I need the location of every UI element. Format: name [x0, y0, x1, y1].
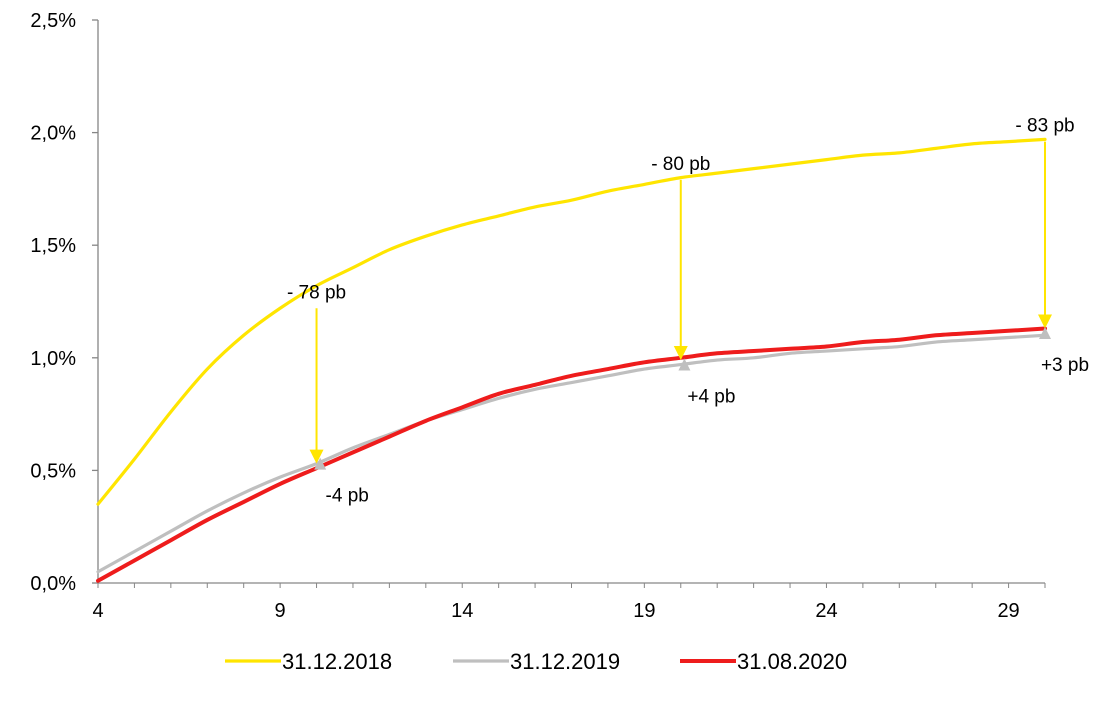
legend: 31.12.2018 31.12.2019 31.08.2020	[225, 649, 847, 674]
spread-marker	[1039, 327, 1051, 340]
series-line-31.08.2020	[96, 326, 1047, 583]
change-label: - 80 pb	[651, 154, 710, 175]
spread-label: -4 pb	[326, 486, 369, 507]
drop-arrow-head	[1038, 314, 1052, 329]
y-tick-label: 1,0%	[30, 348, 76, 370]
spread-marker	[314, 457, 327, 470]
annotation-layer: - 78 pb - 80 pb - 83 pb -4 pb +4 pb +3 pb	[287, 116, 1089, 507]
legend-label: 31.12.2018	[282, 649, 392, 674]
y-tick-label: 2,5%	[30, 10, 76, 32]
x-axis: 4 9 14 19 24 29	[92, 582, 1046, 622]
y-tick-label: 1,5%	[30, 235, 76, 257]
spread-marker	[678, 358, 691, 371]
x-tick-label: 4	[92, 600, 103, 622]
spread-label: +4 pb	[687, 387, 735, 408]
x-tick-label: 14	[451, 600, 473, 622]
y-tick-label: 2,0%	[30, 123, 76, 145]
x-tick-label: 24	[815, 600, 837, 622]
x-tick-label: 29	[997, 600, 1019, 622]
drop-arrow-head	[309, 449, 324, 464]
y-axis: 0,0% 0,5% 1,0% 1,5% 2,0% 2,5%	[30, 10, 99, 595]
x-tick-label: 19	[633, 600, 655, 622]
drop-arrow-head	[673, 346, 688, 361]
y-tick-label: 0,5%	[30, 460, 76, 482]
x-tick-label: 9	[275, 600, 286, 622]
series-line-31.12.2019	[96, 333, 1047, 574]
change-label: - 83 pb	[1015, 116, 1074, 137]
legend-label: 31.08.2020	[737, 649, 847, 674]
change-label: - 78 pb	[287, 282, 346, 303]
spread-label: +3 pb	[1041, 355, 1089, 376]
series-line-31.12.2018	[96, 137, 1047, 506]
y-tick-label: 0,0%	[30, 573, 76, 595]
series-layer	[96, 137, 1047, 583]
legend-label: 31.12.2019	[510, 649, 620, 674]
